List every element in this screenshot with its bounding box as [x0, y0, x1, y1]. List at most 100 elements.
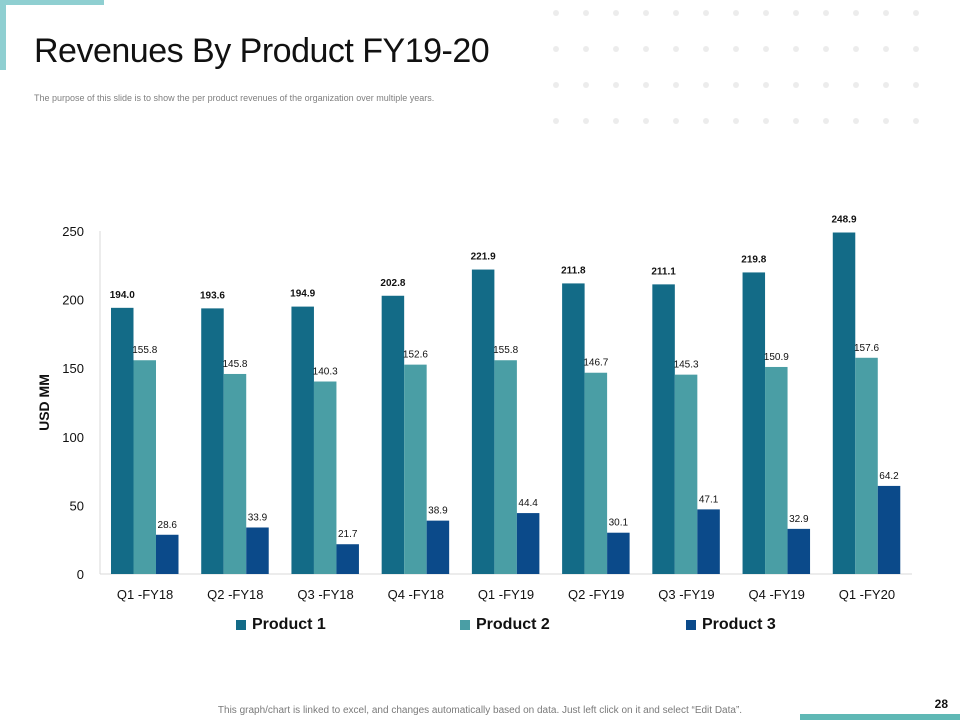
decor-dot [883, 82, 889, 88]
bar-product-1 [832, 232, 856, 574]
decor-dot [703, 10, 709, 16]
legend-swatch [460, 620, 470, 630]
bar-product-1 [291, 306, 314, 574]
decor-dot [733, 46, 739, 52]
decor-dot [733, 82, 739, 88]
x-tick-label: Q1 -FY18 [117, 587, 173, 602]
data-label: 194.0 [110, 290, 135, 301]
y-tick-label: 50 [70, 498, 84, 513]
data-label: 211.1 [651, 266, 676, 277]
dot-grid-decoration [553, 10, 953, 130]
x-tick-label: Q1 -FY20 [839, 587, 895, 602]
data-label: 140.3 [313, 367, 338, 378]
x-tick-label: Q2 -FY18 [207, 587, 263, 602]
decor-dot [583, 46, 589, 52]
decor-dot [853, 46, 859, 52]
decor-dot [853, 82, 859, 88]
bar-product-2 [674, 374, 698, 574]
decor-dot [913, 46, 919, 52]
decor-dot [793, 118, 799, 124]
bar-product-1 [652, 284, 675, 574]
x-tick-label: Q3 -FY19 [658, 587, 714, 602]
data-label: 202.8 [380, 278, 405, 289]
data-label: 152.6 [403, 350, 428, 361]
decor-dot [763, 10, 769, 16]
decor-dot [553, 10, 559, 16]
x-tick-label: Q1 -FY19 [478, 587, 534, 602]
data-label: 155.8 [493, 345, 518, 356]
y-tick-label: 200 [62, 293, 84, 308]
data-label: 64.2 [879, 471, 899, 482]
y-tick-label: 0 [77, 567, 84, 582]
decor-dot [913, 118, 919, 124]
decor-dot [763, 118, 769, 124]
bar-product-3 [336, 544, 359, 574]
x-tick-label: Q4 -FY18 [388, 587, 444, 602]
decor-dot [613, 46, 619, 52]
legend-label: Product 1 [252, 616, 326, 633]
decor-dot [793, 10, 799, 16]
decor-dot [853, 10, 859, 16]
bar-product-2 [223, 373, 247, 574]
x-tick-label: Q2 -FY19 [568, 587, 624, 602]
legend-label: Product 3 [702, 616, 776, 633]
decor-dot [613, 82, 619, 88]
decor-dot [823, 82, 829, 88]
data-label: 28.6 [158, 520, 178, 531]
legend-swatch [236, 620, 246, 630]
decor-dot [823, 118, 829, 124]
decor-dot [883, 118, 889, 124]
data-label: 157.6 [854, 343, 879, 354]
decor-dot [883, 46, 889, 52]
bar-product-2 [404, 364, 427, 574]
corner-accent [0, 0, 104, 70]
data-label: 221.9 [471, 252, 496, 263]
decor-dot [673, 118, 679, 124]
decor-dot [883, 10, 889, 16]
data-label: 194.9 [290, 289, 315, 300]
data-label: 211.8 [561, 265, 586, 276]
bar-product-2 [494, 360, 517, 574]
bar-product-1 [562, 283, 585, 574]
decor-dot [793, 46, 799, 52]
bar-product-2 [133, 360, 156, 574]
data-label: 150.9 [764, 352, 789, 363]
data-label: 193.6 [200, 290, 225, 301]
data-label: 155.8 [132, 345, 157, 356]
legend-item: Product 1 [236, 616, 326, 634]
legend-label: Product 2 [476, 616, 550, 633]
bottom-accent-bar [800, 714, 960, 720]
legend-swatch [686, 620, 696, 630]
bar-product-1 [381, 295, 405, 574]
decor-dot [553, 118, 559, 124]
decor-dot [583, 118, 589, 124]
legend-item: Product 3 [686, 616, 776, 634]
y-axis-title: USD MM [36, 374, 52, 431]
page-title: Revenues By Product FY19-20 [34, 32, 490, 70]
y-tick-label: 100 [62, 430, 84, 445]
data-label: 219.8 [741, 254, 766, 265]
bar-product-3 [156, 534, 179, 574]
decor-dot [703, 46, 709, 52]
decor-dot [703, 118, 709, 124]
decor-dot [643, 46, 649, 52]
legend-item: Product 2 [460, 616, 550, 634]
bar-product-3 [877, 485, 901, 574]
x-tick-label: Q3 -FY18 [297, 587, 353, 602]
decor-dot [673, 10, 679, 16]
data-label: 33.9 [248, 512, 268, 523]
decor-dot [763, 82, 769, 88]
bar-product-1 [471, 269, 495, 574]
data-label: 30.1 [609, 518, 629, 529]
data-label: 146.7 [583, 358, 608, 369]
decor-dot [673, 82, 679, 88]
data-label: 21.7 [338, 529, 358, 540]
decor-dot [913, 10, 919, 16]
data-label: 47.1 [699, 494, 719, 505]
x-tick-label: Q4 -FY19 [748, 587, 804, 602]
revenue-bar-chart[interactable]: 0 50 100 150 200 250 USD MM 194.0 155.8 28.6 Q1 -F… [0, 190, 960, 610]
data-label: 248.9 [832, 215, 857, 226]
decor-dot [823, 46, 829, 52]
bar-product-2 [584, 372, 608, 574]
decor-dot [613, 118, 619, 124]
